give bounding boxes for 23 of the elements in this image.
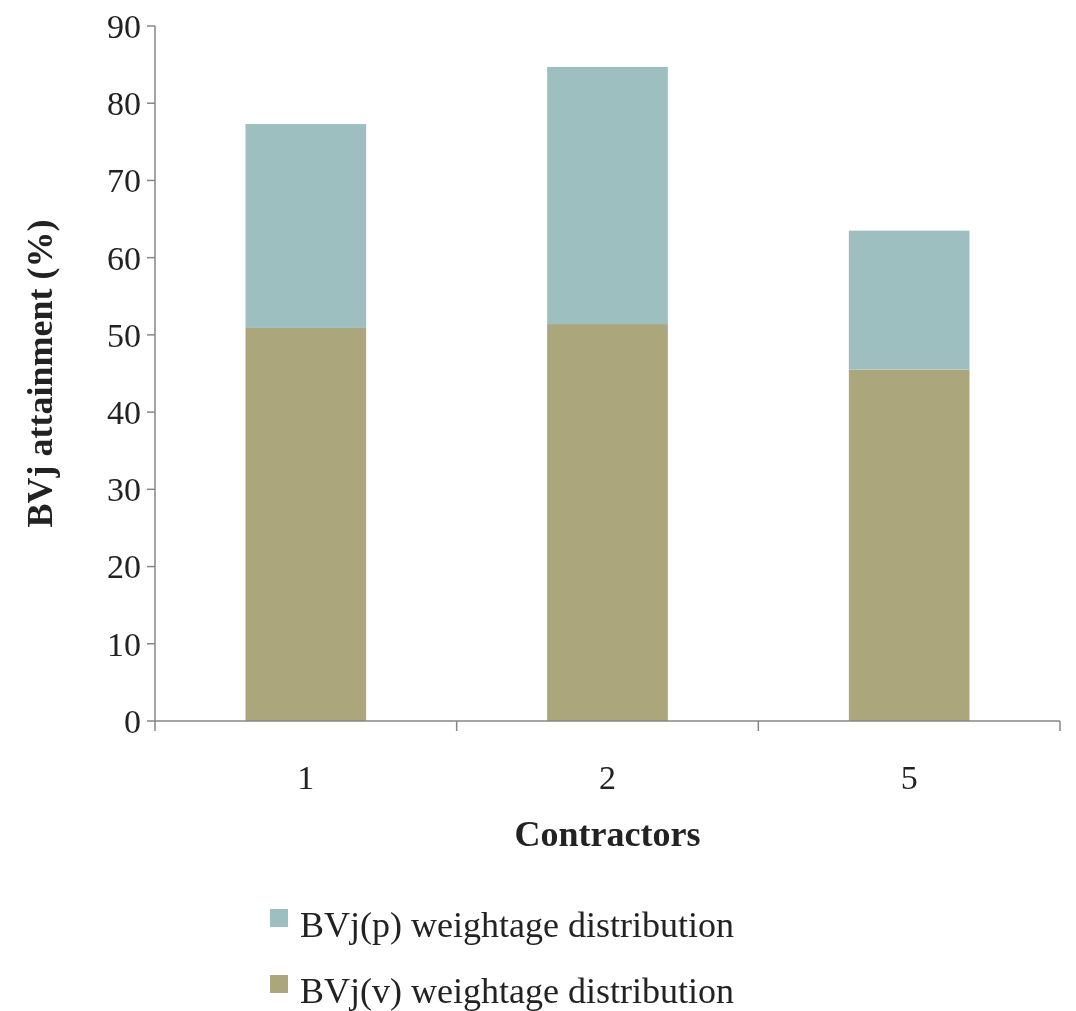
y-tick-label: 90 [107, 7, 141, 45]
y-tick-label: 60 [107, 239, 141, 277]
y-tick-label: 40 [107, 394, 141, 432]
y-tick-label: 10 [107, 625, 141, 663]
x-tick-label: 2 [599, 759, 616, 796]
y-tick-label: 20 [107, 548, 141, 586]
y-tick-label: 50 [107, 316, 141, 354]
y-axis-title: BVj attainment (%) [20, 219, 60, 528]
bar [547, 66, 668, 325]
bar [245, 327, 367, 721]
x-tick-label: 1 [297, 759, 315, 796]
bar [245, 124, 367, 328]
bar [848, 369, 970, 721]
y-tick-label: 0 [124, 702, 141, 740]
x-axis-title: Contractors [514, 814, 701, 854]
y-tick-label: 30 [107, 471, 141, 509]
bar [547, 324, 668, 721]
bar [848, 230, 970, 370]
legend-label: BVj(v) weightage distribution [300, 970, 734, 1011]
y-tick-label: 80 [107, 85, 141, 123]
legend-label: BVj(p) weightage distribution [300, 904, 734, 945]
x-tick-label: 5 [900, 759, 918, 796]
y-tick-label: 70 [107, 162, 141, 200]
